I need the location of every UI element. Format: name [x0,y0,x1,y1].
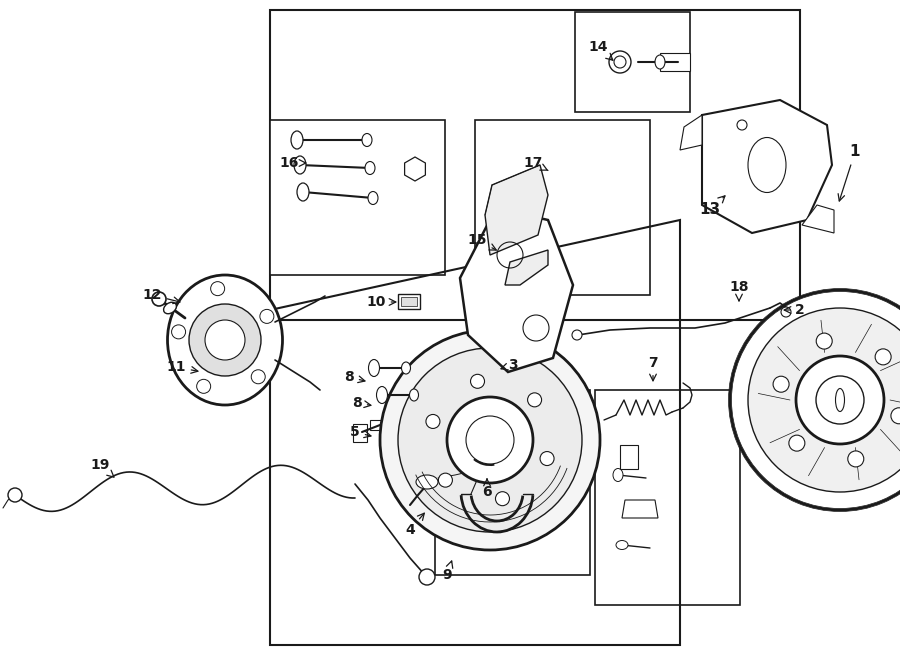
Bar [401,297,417,306]
Circle shape [152,292,166,306]
Circle shape [438,473,453,487]
Ellipse shape [362,134,372,147]
Ellipse shape [297,183,309,201]
Circle shape [773,376,789,392]
Circle shape [447,397,533,483]
Ellipse shape [376,387,388,403]
Text: 10: 10 [366,295,396,309]
Circle shape [496,492,509,506]
Ellipse shape [294,156,306,174]
Ellipse shape [416,475,438,489]
Circle shape [781,307,791,317]
Ellipse shape [368,192,378,204]
Circle shape [609,51,631,73]
Bar [660,53,690,71]
Ellipse shape [291,131,303,149]
Text: 11: 11 [166,360,198,374]
Circle shape [748,308,900,492]
Text: 8: 8 [344,370,364,384]
Circle shape [816,333,833,349]
Bar [398,294,420,309]
Polygon shape [680,115,702,150]
Ellipse shape [616,541,628,549]
Circle shape [8,488,22,502]
Polygon shape [702,100,832,233]
Circle shape [848,451,864,467]
Circle shape [875,349,891,365]
Text: 18: 18 [729,280,749,301]
Circle shape [419,569,435,585]
Circle shape [816,376,864,424]
Circle shape [189,304,261,376]
Text: 15: 15 [467,233,496,250]
Ellipse shape [410,389,418,401]
Circle shape [527,393,542,407]
Text: 3: 3 [501,358,518,372]
Ellipse shape [401,362,410,374]
Bar [370,420,390,430]
Circle shape [572,330,582,340]
Circle shape [540,451,554,465]
Bar [270,10,800,320]
Text: 13: 13 [699,196,725,217]
Bar [270,120,445,275]
Ellipse shape [167,275,283,405]
Ellipse shape [655,55,665,69]
Circle shape [730,290,900,510]
Bar [575,12,690,112]
Circle shape [426,414,440,428]
Ellipse shape [164,302,176,314]
Text: 12: 12 [142,288,180,303]
Polygon shape [460,208,573,372]
Text: 2: 2 [784,303,805,317]
Circle shape [789,435,805,451]
Polygon shape [485,165,548,255]
Text: 1: 1 [838,145,860,201]
Text: 9: 9 [442,561,453,582]
Bar [353,424,367,442]
Text: 16: 16 [279,156,306,170]
Ellipse shape [365,161,375,175]
Ellipse shape [368,360,380,377]
Bar [475,120,650,295]
Text: 4: 4 [405,513,424,537]
Bar [620,445,638,469]
Text: 6: 6 [482,479,491,499]
Circle shape [471,374,484,388]
Ellipse shape [613,469,623,481]
Text: 8: 8 [352,396,371,410]
Polygon shape [505,250,548,285]
Text: 14: 14 [589,40,613,60]
Bar [595,390,740,605]
Text: 7: 7 [648,356,658,381]
Circle shape [205,320,245,360]
Circle shape [891,408,900,424]
Text: 19: 19 [90,458,114,477]
Text: 17: 17 [523,156,548,171]
Polygon shape [622,500,658,518]
Circle shape [398,348,582,532]
Polygon shape [802,205,834,233]
Circle shape [380,330,600,550]
Text: 5: 5 [350,425,371,439]
Circle shape [796,356,884,444]
Bar [435,390,590,575]
